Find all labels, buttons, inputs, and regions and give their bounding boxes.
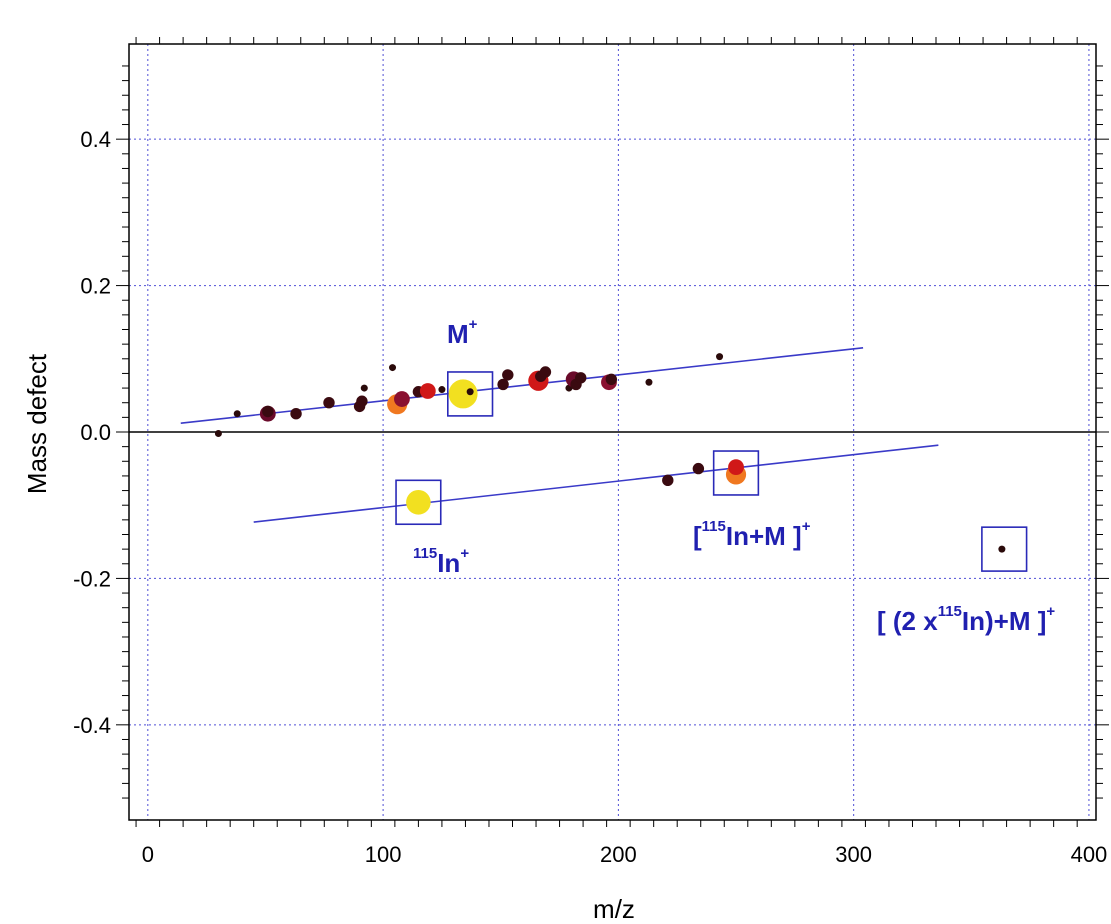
annotation-di-indium-adduct: [ (2 x115In)+M ]+ xyxy=(877,603,1055,636)
data-point xyxy=(605,373,618,385)
data-point xyxy=(692,462,705,475)
annotation-indium-adduct: [115In+M ]+ xyxy=(693,518,811,551)
x-tick-label: 200 xyxy=(600,842,637,867)
data-point xyxy=(716,353,724,361)
axes: 0 100 200 300 400 0.4 0.2 0.0 -0.2 -0.4 xyxy=(73,37,1109,867)
data-point xyxy=(539,366,552,378)
y-axis-title: Mass defect xyxy=(22,353,52,494)
data-point xyxy=(497,378,509,391)
data-point xyxy=(360,384,368,392)
data-point xyxy=(662,474,674,487)
x-tick-label: 100 xyxy=(365,842,402,867)
y-tick-label: 0.4 xyxy=(80,127,111,152)
highlight-box xyxy=(981,526,1028,572)
data-point xyxy=(290,407,302,420)
data-point xyxy=(406,489,431,515)
annotations: M+ 115In+ [115In+M ]+ [ (2 x115In)+M ]+ xyxy=(413,316,1055,636)
trend-line xyxy=(253,444,939,523)
data-point xyxy=(214,429,222,437)
y-tick-label: 0.0 xyxy=(80,420,111,445)
data-point xyxy=(394,391,410,407)
x-tick-label: 0 xyxy=(142,842,154,867)
data-point xyxy=(233,410,241,418)
data-points xyxy=(214,353,1006,553)
data-point xyxy=(389,364,397,372)
y-tick-label: -0.4 xyxy=(73,713,111,738)
highlight-boxes xyxy=(395,371,1028,572)
gridlines xyxy=(129,44,1096,820)
data-point xyxy=(262,405,274,418)
data-point xyxy=(356,395,368,407)
data-point xyxy=(645,378,653,386)
data-point xyxy=(728,459,744,476)
highlight-box xyxy=(712,450,760,496)
data-point xyxy=(575,372,587,384)
x-tick-label: 400 xyxy=(1071,842,1108,867)
y-tick-label: 0.2 xyxy=(80,274,111,299)
annotation-m-plus: M+ xyxy=(447,316,478,349)
data-point xyxy=(323,397,335,409)
y-tick-label: -0.2 xyxy=(73,566,111,591)
data-point xyxy=(998,545,1006,553)
data-point xyxy=(448,379,478,409)
data-point xyxy=(419,383,436,399)
x-tick-label: 300 xyxy=(835,842,872,867)
data-point xyxy=(466,388,474,396)
highlight-box xyxy=(395,479,442,526)
x-axis-title: m/z xyxy=(593,894,635,924)
data-point xyxy=(438,386,446,394)
highlight-box xyxy=(447,371,494,417)
annotation-indium-ion: 115In+ xyxy=(413,545,469,578)
data-point xyxy=(502,369,514,381)
